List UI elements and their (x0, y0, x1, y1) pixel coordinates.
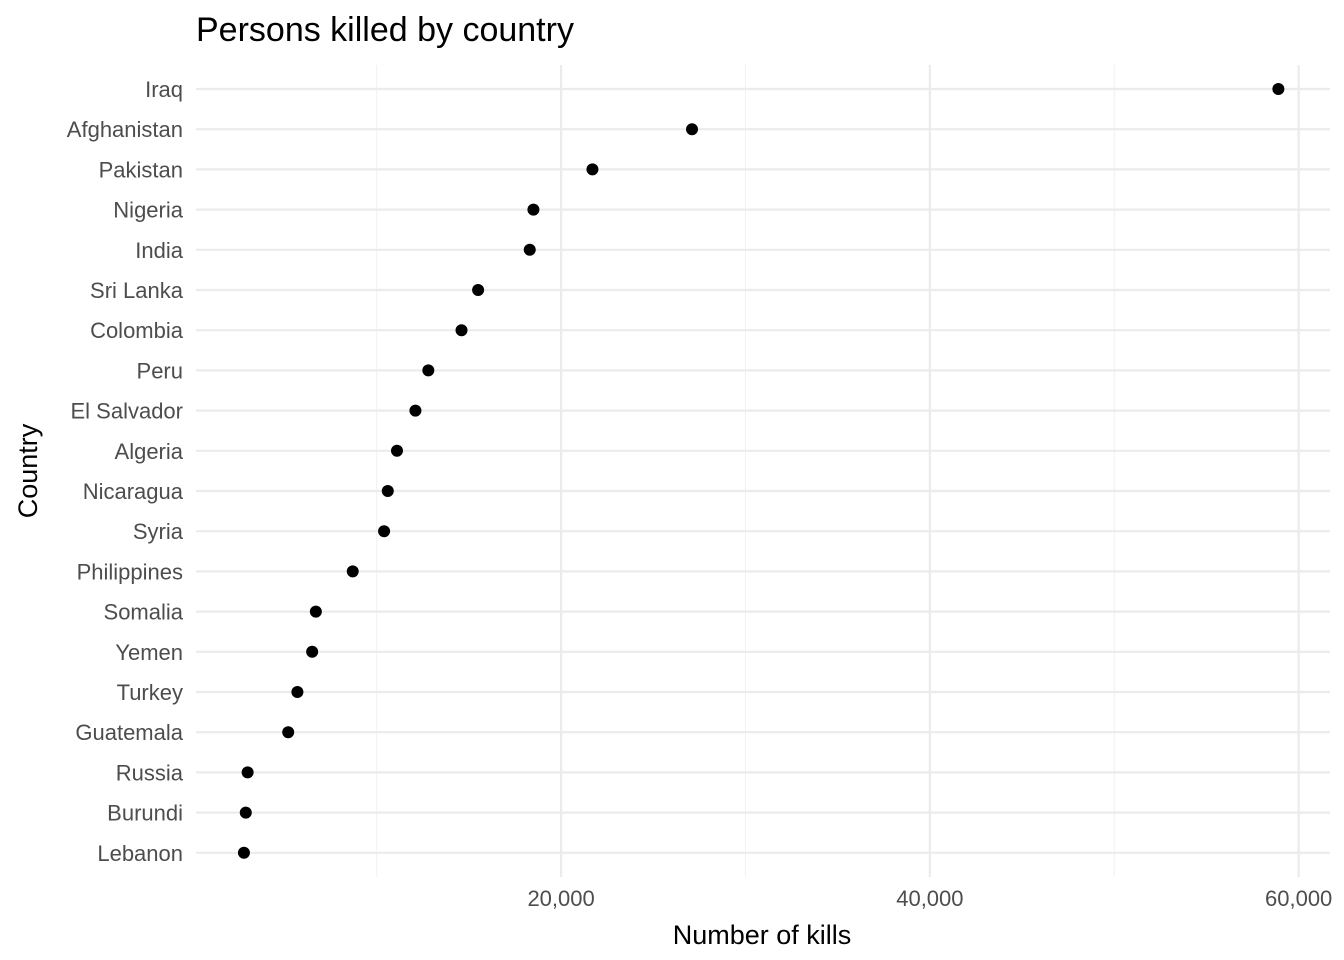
data-point (237, 846, 250, 859)
data-point (455, 324, 468, 337)
data-point (1272, 83, 1285, 95)
x-tick-label: 60,000 (1265, 886, 1332, 911)
data-point (409, 404, 422, 417)
grid-layer (196, 65, 1330, 877)
data-point (291, 686, 304, 698)
y-tick-label: Guatemala (75, 720, 183, 745)
y-tick-label: Iraq (145, 77, 183, 102)
y-tick-label: Burundi (107, 801, 183, 826)
data-point (527, 203, 540, 216)
data-point (241, 766, 254, 779)
data-point (306, 645, 319, 658)
data-point (422, 364, 435, 377)
x-axis-title: Number of kills (673, 920, 852, 950)
y-tick-label: Philippines (77, 559, 183, 584)
data-point (239, 806, 252, 819)
y-tick-label: El Salvador (70, 399, 183, 424)
y-tick-label: Russia (116, 760, 184, 785)
y-tick-label: Nicaragua (83, 479, 184, 504)
chart-title: Persons killed by country (196, 11, 574, 49)
data-point (282, 726, 295, 739)
y-tick-label: Afghanistan (67, 117, 183, 142)
data-point (472, 284, 485, 296)
points-layer (237, 83, 1285, 859)
y-tick-label: Syria (133, 519, 184, 544)
y-tick-label: Lebanon (97, 841, 183, 866)
y-tick-label: Peru (137, 358, 183, 383)
y-tick-label: Colombia (90, 318, 184, 343)
data-point (346, 565, 359, 578)
data-point (586, 163, 599, 176)
x-tick-label: 20,000 (527, 886, 594, 911)
y-tick-label: Pakistan (99, 157, 183, 182)
x-tick-labels: 20,000 40,000 60,000 (527, 886, 1332, 911)
y-tick-label: Sri Lanka (90, 278, 184, 303)
data-point (523, 243, 536, 256)
data-point (686, 123, 699, 136)
data-point (381, 485, 394, 497)
data-point (309, 605, 322, 618)
data-point (390, 444, 403, 457)
y-tick-label: Turkey (117, 680, 183, 705)
y-tick-label: Somalia (104, 600, 184, 625)
x-tick-label: 40,000 (896, 886, 963, 911)
y-tick-labels: Iraq Afghanistan Pakistan Nigeria India Sri L… (67, 77, 184, 866)
y-tick-label: Nigeria (113, 198, 183, 223)
y-tick-label: India (135, 238, 183, 263)
y-tick-label: Algeria (115, 439, 184, 464)
y-axis-title: Country (13, 423, 43, 518)
data-point (378, 525, 391, 538)
y-tick-label: Yemen (115, 640, 183, 665)
